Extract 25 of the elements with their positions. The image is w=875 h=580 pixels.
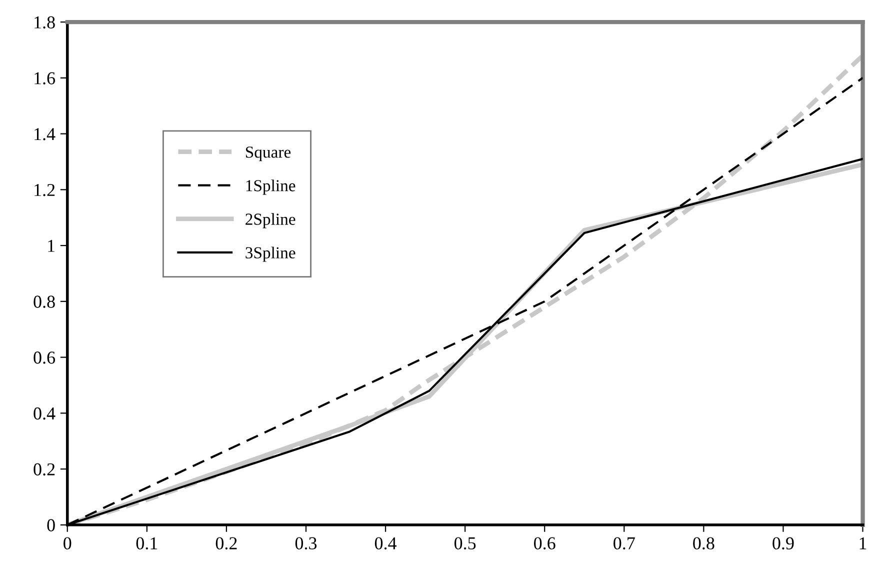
y-tick-label: 1.2 xyxy=(34,184,55,196)
y-tick-label: 0 xyxy=(47,519,55,532)
x-tick-label: 0.7 xyxy=(614,537,635,550)
y-tick-label: 0.4 xyxy=(34,407,56,420)
y-tick-label: 0.8 xyxy=(34,296,55,308)
x-tick-label: 0.3 xyxy=(295,537,317,550)
y-tick-label: 1.6 xyxy=(34,72,56,84)
y-tick-label: 0.2 xyxy=(34,463,55,476)
legend-label: 1Spline xyxy=(246,180,296,195)
y-tick-label: 1.8 xyxy=(34,16,55,29)
x-tick-label: 0.5 xyxy=(454,537,476,550)
legend-label: Square xyxy=(246,146,291,162)
x-tick-label: 0.1 xyxy=(136,537,158,550)
x-tick-label: 0.9 xyxy=(772,537,794,550)
legend-label: 3Spline xyxy=(246,246,296,262)
x-tick-label: 0 xyxy=(64,537,72,550)
x-tick-label: 0.6 xyxy=(534,537,556,550)
x-tick-label: 1 xyxy=(860,537,866,550)
y-tick-label: 0.6 xyxy=(34,352,56,364)
legend-label: 2Spline xyxy=(246,213,296,228)
x-tick-label: 0.2 xyxy=(216,537,237,550)
y-tick-label: 1.4 xyxy=(34,128,56,140)
y-tick-label: 1 xyxy=(48,240,54,252)
x-tick-label: 0.8 xyxy=(693,537,714,550)
x-tick-label: 0.4 xyxy=(374,537,397,550)
